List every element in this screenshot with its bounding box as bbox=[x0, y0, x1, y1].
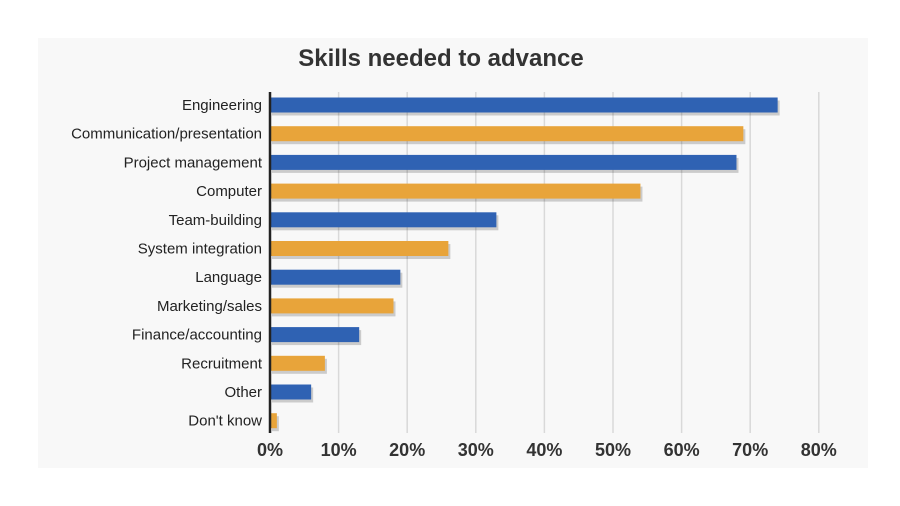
bar bbox=[270, 97, 778, 113]
x-tick-label: 40% bbox=[526, 440, 562, 460]
x-tick-label: 80% bbox=[801, 440, 837, 460]
category-labels: Engineering Communication/presentation Pro… bbox=[71, 97, 263, 430]
category-label: Language bbox=[195, 269, 262, 286]
x-tick-label: 50% bbox=[595, 440, 631, 460]
x-tick-label: 70% bbox=[732, 440, 768, 460]
chart-title: Skills needed to advance bbox=[298, 45, 583, 72]
bar bbox=[270, 183, 641, 199]
category-label: System integration bbox=[138, 241, 262, 258]
bar bbox=[270, 298, 394, 314]
category-label: Computer bbox=[196, 183, 262, 200]
category-label: Don't know bbox=[188, 413, 262, 430]
bar bbox=[270, 241, 449, 256]
bar bbox=[270, 327, 360, 343]
category-label: Engineering bbox=[182, 97, 262, 114]
category-label: Team-building bbox=[169, 212, 262, 229]
category-label: Communication/presentation bbox=[71, 126, 262, 143]
x-tick-label: 30% bbox=[458, 440, 494, 460]
category-label: Marketing/sales bbox=[157, 298, 262, 315]
bar bbox=[270, 212, 497, 228]
x-axis-ticks: 0% 10% 20% 30% 40% 50% 60% 70% 80% bbox=[257, 440, 837, 460]
category-label: Recruitment bbox=[181, 355, 263, 372]
bar bbox=[270, 269, 401, 285]
bars bbox=[270, 97, 780, 432]
bar bbox=[270, 126, 744, 142]
category-label: Other bbox=[224, 384, 262, 401]
bar bbox=[270, 413, 277, 429]
x-tick-label: 10% bbox=[321, 440, 357, 460]
x-tick-label: 60% bbox=[664, 440, 700, 460]
category-label: Project management bbox=[124, 154, 263, 171]
x-tick-label: 0% bbox=[257, 440, 283, 460]
bar bbox=[270, 154, 737, 170]
category-label: Finance/accounting bbox=[132, 327, 262, 344]
gridlines bbox=[337, 92, 820, 433]
bar bbox=[270, 355, 325, 371]
x-tick-label: 20% bbox=[389, 440, 425, 460]
bar bbox=[270, 384, 312, 400]
